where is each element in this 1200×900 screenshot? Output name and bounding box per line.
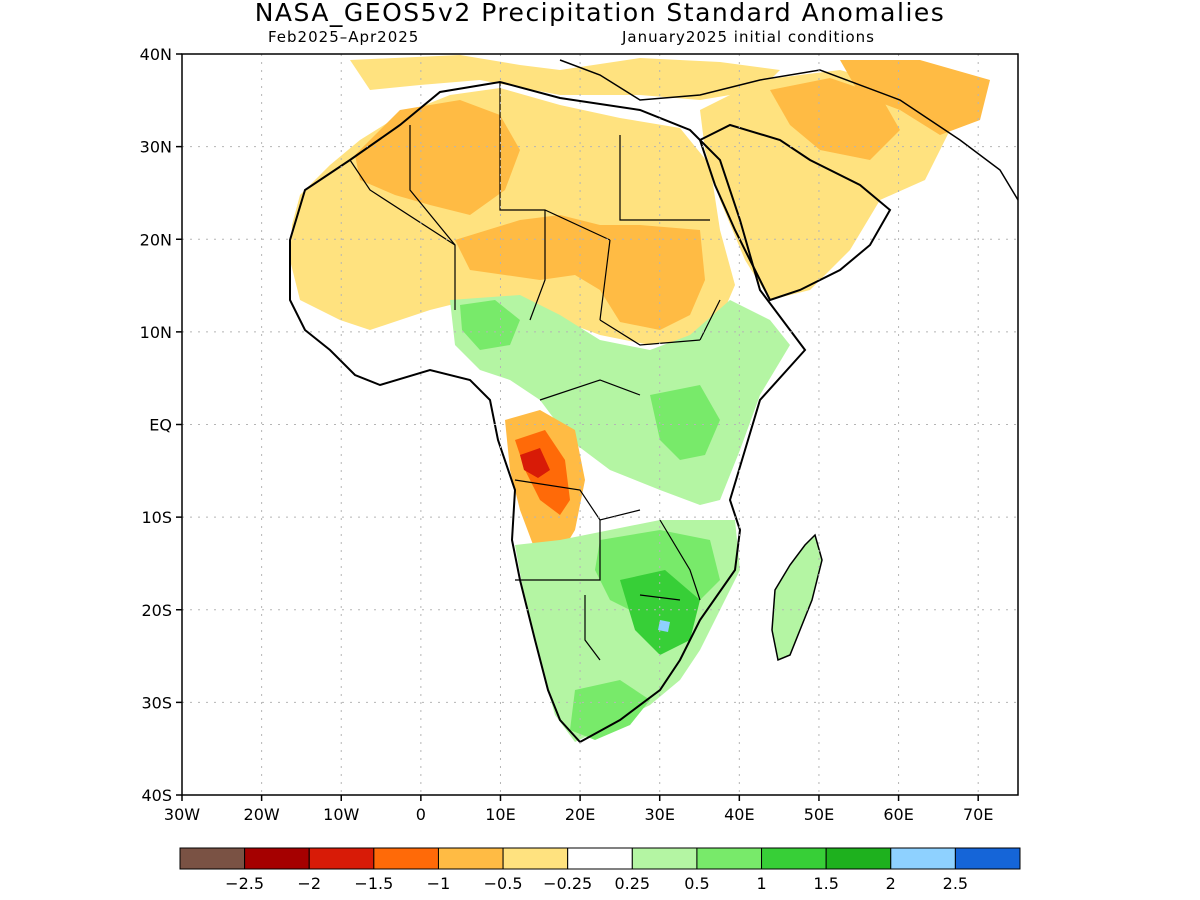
initial-conditions: January2025 initial conditions [622,28,875,46]
map-title: NASA_GEOS5v2 Precipitation Standard Anom… [254,0,946,27]
legend-label: −0.25 [543,874,592,893]
legend-swatch [761,847,827,870]
legend-swatch [631,847,698,870]
lat-tick-label: 40N [140,45,172,64]
legend-swatch [825,847,892,870]
lat-tick-label: 20S [141,601,172,620]
legend-label: 0.25 [614,874,650,893]
limpopo-wet-extreme [658,620,670,632]
lat-tick-label: EQ [149,416,172,435]
lon-tick-label: 70E [963,805,993,824]
lat-tick-label: 20N [140,230,172,249]
forecast-period: Feb2025–Apr2025 [268,28,420,46]
legend-label: 2 [886,874,896,893]
africa-coastline [289,80,807,744]
angola-dry-extreme [520,448,550,478]
south-africa-wet [570,680,650,740]
legend-swatch [954,847,1021,870]
legend-label: −2 [297,874,321,893]
legend-swatch [244,847,310,870]
lon-tick-label: 30W [164,805,200,824]
north-coast-dry [350,55,780,100]
legend-swatch [437,847,504,870]
legend-label: 1.5 [813,874,838,893]
legend-swatch [179,847,246,870]
east-africa-wet [650,385,720,460]
legend-swatch [567,847,633,870]
color-legend: −2.5 −2 −1.5 −1 −0.5 −0.25 0.25 0.5 1 1.5 2 2.5 [179,847,1021,893]
latitude-axis: 40N 30N 20N 10N EQ 10S 20S 30S 40S [140,45,182,805]
legend-label: −1 [427,874,451,893]
legend-label: −2.5 [225,874,264,893]
legend-label: 2.5 [943,874,968,893]
lon-tick-label: 40E [724,805,754,824]
legend-swatch [890,847,956,870]
west-africa-wet [460,300,520,350]
lon-tick-label: 0 [416,805,426,824]
madagascar [771,533,823,662]
legend-label: 0.5 [684,874,709,893]
lon-tick-label: 20W [244,805,280,824]
northern-coastline [559,59,1018,201]
iran-dry-zone [840,60,990,135]
sahel-dry-core [455,215,705,330]
lat-tick-label: 40S [141,786,172,805]
lon-tick-label: 20E [565,805,595,824]
legend-label: 1 [756,874,766,893]
legend-label: −0.5 [484,874,523,893]
lat-tick-label: 30N [140,138,172,157]
gridlines [182,54,1018,795]
legend-swatch [373,847,439,870]
lat-tick-label: 10S [141,508,172,527]
lat-tick-label: 30S [141,693,172,712]
lon-tick-label: 10E [485,805,515,824]
lon-tick-label: 10W [323,805,359,824]
legend-swatch [308,847,375,870]
legend-swatch [502,847,569,870]
lon-tick-label: 30E [644,805,674,824]
arabia-dry-core [770,78,900,160]
lon-tick-label: 50E [804,805,834,824]
zimbabwe-wet-peak [620,570,700,655]
country-borders [349,82,721,661]
arabia-coastline [698,123,892,302]
lon-tick-label: 60E [883,805,913,824]
legend-swatch [696,847,763,870]
longitude-axis: 30W 20W 10W 0 10E 20E 30E 40E 50E 60E 70E [164,795,993,824]
lat-tick-label: 10N [140,323,172,342]
legend-label: −1.5 [354,874,393,893]
anomaly-field [289,55,1018,744]
